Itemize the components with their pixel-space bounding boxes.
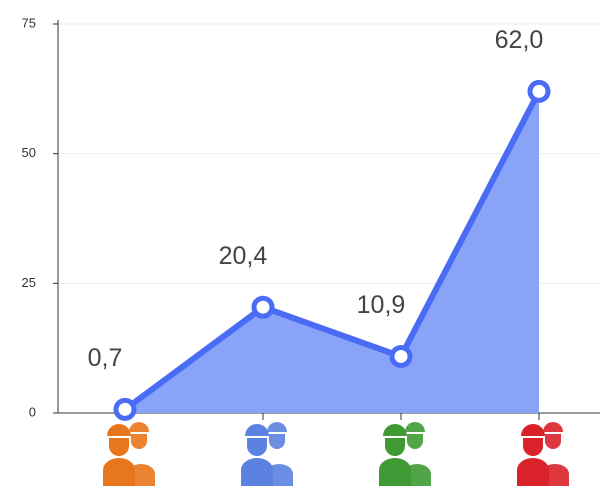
worker-icon bbox=[379, 422, 431, 486]
point bbox=[389, 344, 413, 368]
y-tick-label: 0 bbox=[29, 404, 36, 419]
worker-icon bbox=[241, 422, 293, 486]
point bbox=[527, 79, 551, 103]
value-label: 20,4 bbox=[219, 242, 268, 270]
worker-icon bbox=[103, 422, 155, 486]
worker-icon bbox=[517, 422, 569, 486]
area bbox=[125, 91, 539, 413]
value-label: 0,7 bbox=[88, 344, 123, 372]
value-label: 62,0 bbox=[495, 26, 544, 54]
y-tick-label: 75 bbox=[22, 15, 36, 30]
line bbox=[123, 90, 542, 412]
value-label: 10,9 bbox=[357, 291, 406, 319]
y-tick-label: 50 bbox=[22, 145, 36, 160]
y-tick-label: 25 bbox=[22, 275, 36, 290]
category-icons bbox=[103, 422, 569, 486]
point bbox=[113, 397, 137, 421]
point bbox=[251, 295, 275, 319]
